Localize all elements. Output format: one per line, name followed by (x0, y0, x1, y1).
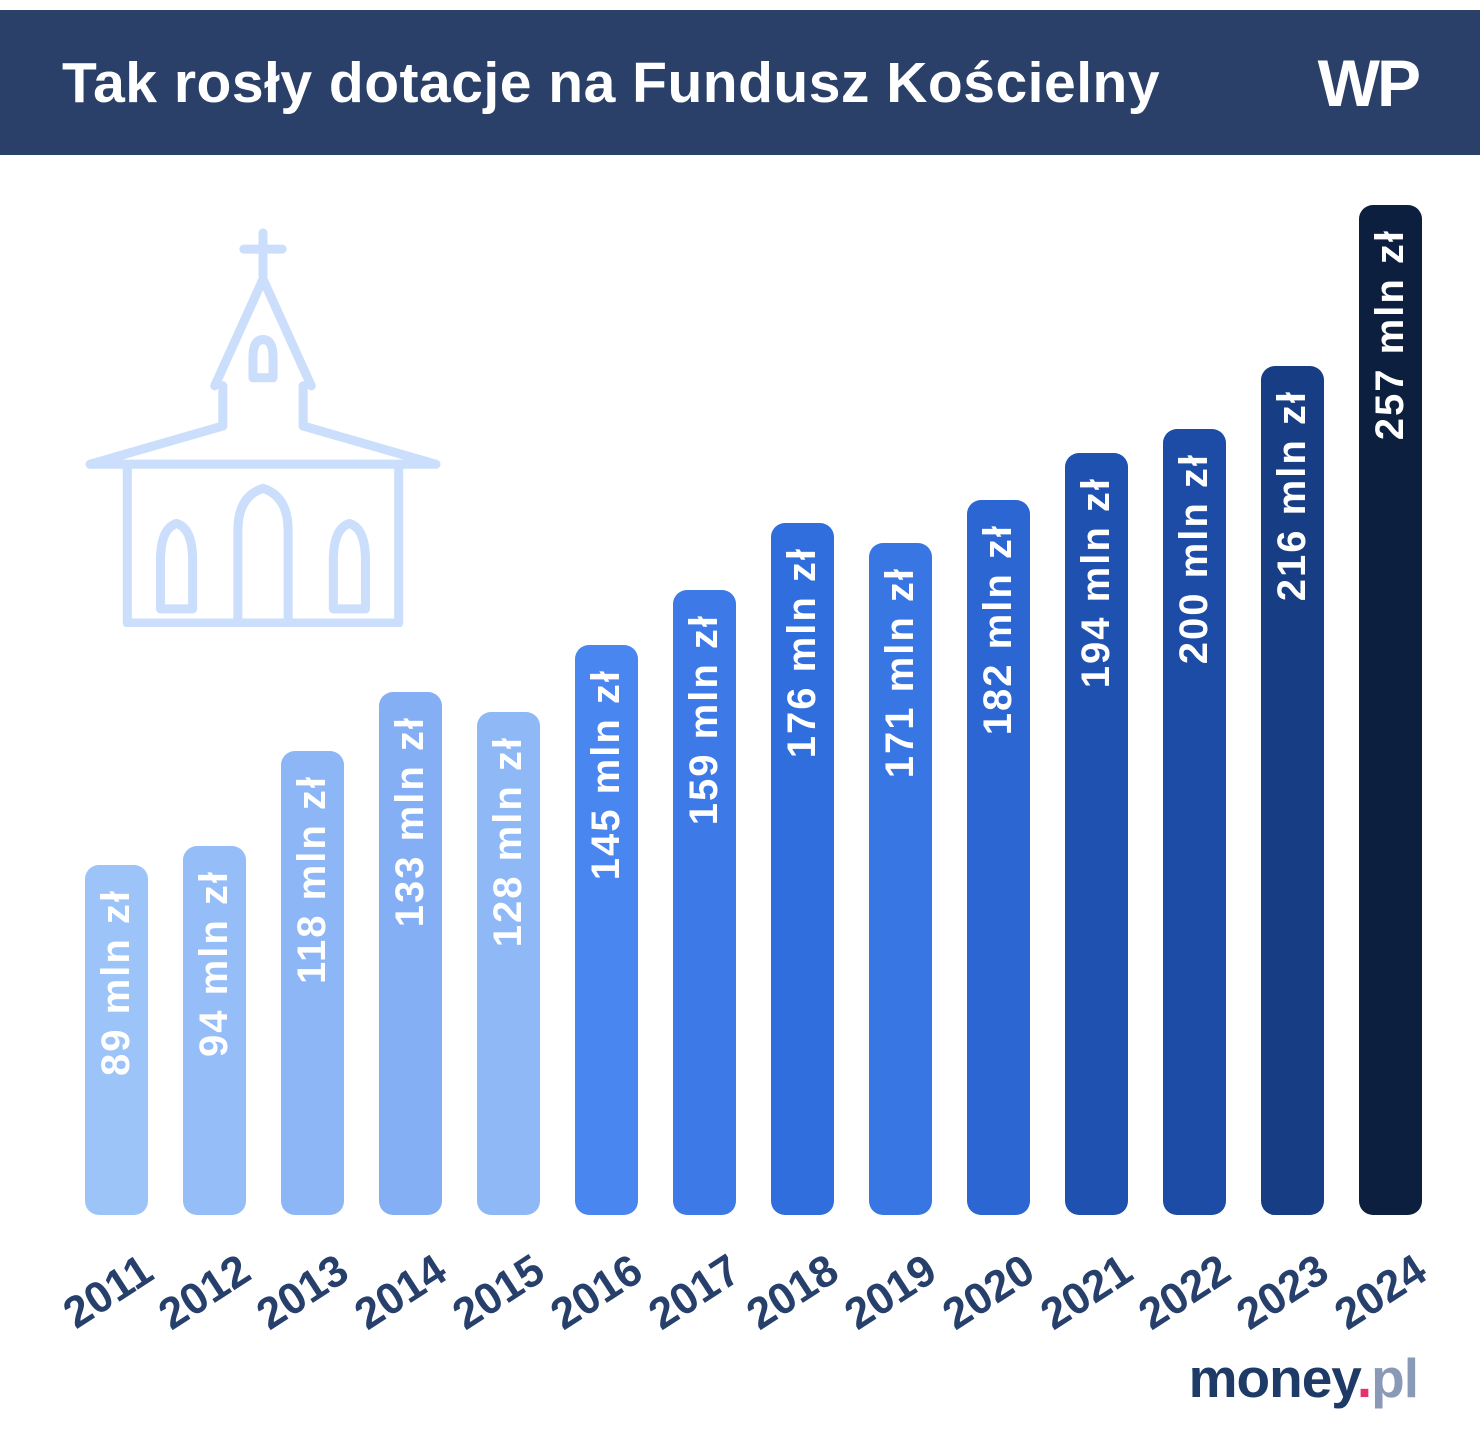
bar-2021: 194 mln zł (1065, 453, 1128, 1215)
bars-container: 89 mln zł 94 mln zł 118 mln zł 133 mln zł 12… (85, 205, 1422, 1215)
bar-value-label: 118 mln zł (290, 775, 334, 984)
bar-column: 133 mln zł (379, 692, 442, 1215)
bar-2018: 176 mln zł (771, 523, 834, 1215)
bar-column: 200 mln zł (1163, 429, 1226, 1215)
bar-value-label: 182 mln zł (976, 524, 1020, 736)
bar-2019: 171 mln zł (869, 543, 932, 1215)
bar-2012: 94 mln zł (183, 846, 246, 1215)
header: Tak rosły dotacje na Fundusz Kościelny W… (0, 10, 1480, 155)
x-axis-label: 2013 (248, 1245, 358, 1340)
x-tick: 2016 (542, 1225, 651, 1339)
bar-column: 176 mln zł (771, 523, 834, 1215)
x-tick: 2024 (1326, 1225, 1435, 1339)
bar-value-label: 94 mln zł (192, 870, 236, 1057)
x-axis-label: 2019 (836, 1245, 946, 1340)
bar-column: 118 mln zł (281, 751, 344, 1215)
bar-column: 159 mln zł (673, 590, 736, 1215)
church-icon (85, 228, 441, 627)
bar-value-label: 216 mln zł (1270, 390, 1314, 602)
bar-value-label: 159 mln zł (682, 614, 726, 826)
x-axis: 2011 2012 2013 2014 2015 2016 2017 2018 2019 2020… (54, 1225, 1435, 1339)
bar-2020: 182 mln zł (967, 500, 1030, 1215)
x-axis-label: 2024 (1326, 1245, 1436, 1340)
wp-logo: WP (1317, 45, 1421, 120)
x-tick: 2011 (54, 1225, 161, 1338)
bar-column: 128 mln zł (477, 712, 540, 1215)
x-axis-label: 2011 (54, 1245, 162, 1339)
x-axis-label: 2014 (346, 1245, 456, 1340)
bar-column: 194 mln zł (1065, 453, 1128, 1215)
bar-value-label: 145 mln zł (584, 669, 628, 881)
x-tick: 2023 (1228, 1225, 1337, 1339)
x-axis-label: 2012 (150, 1245, 260, 1340)
x-tick: 2012 (150, 1225, 259, 1339)
x-tick: 2020 (934, 1225, 1043, 1339)
bar-column: 182 mln zł (967, 500, 1030, 1215)
x-axis-label: 2022 (1130, 1245, 1240, 1340)
x-axis-label: 2018 (738, 1245, 848, 1340)
bar-column: 171 mln zł (869, 543, 932, 1215)
bar-2017: 159 mln zł (673, 590, 736, 1215)
x-tick: 2014 (346, 1225, 455, 1339)
bar-2014: 133 mln zł (379, 692, 442, 1215)
x-axis-label: 2017 (640, 1245, 750, 1340)
bar-value-label: 89 mln zł (94, 889, 138, 1076)
bar-2016: 145 mln zł (575, 645, 638, 1215)
moneypl-logo: money.pl (1188, 1346, 1419, 1410)
bar-column: 89 mln zł (85, 865, 148, 1215)
bar-column: 216 mln zł (1261, 366, 1324, 1215)
x-axis-label: 2021 (1032, 1245, 1142, 1340)
bar-2022: 200 mln zł (1163, 429, 1226, 1215)
bar-2013: 118 mln zł (281, 751, 344, 1215)
x-tick: 2018 (738, 1225, 847, 1339)
bar-value-label: 171 mln zł (878, 567, 922, 779)
bar-2015: 128 mln zł (477, 712, 540, 1215)
chart-title: Tak rosły dotacje na Fundusz Kościelny (62, 50, 1161, 115)
bar-value-label: 128 mln zł (486, 736, 530, 948)
x-tick: 2017 (640, 1225, 749, 1339)
x-tick: 2022 (1130, 1225, 1239, 1339)
bar-column: 94 mln zł (183, 846, 246, 1215)
bar-value-label: 200 mln zł (1172, 453, 1216, 665)
x-axis-label: 2020 (934, 1245, 1044, 1340)
bar-value-label: 257 mln zł (1368, 229, 1412, 441)
x-axis-label: 2023 (1228, 1245, 1338, 1340)
bar-2024: 257 mln zł (1359, 205, 1422, 1215)
x-axis-label: 2015 (444, 1245, 554, 1340)
bar-value-label: 176 mln zł (780, 547, 824, 759)
footer: money.pl (1188, 1346, 1419, 1410)
x-axis-label: 2016 (542, 1245, 652, 1340)
moneypl-logo-money: money (1188, 1347, 1358, 1409)
moneypl-logo-pl: pl (1371, 1347, 1419, 1409)
plot-area: 89 mln zł 94 mln zł 118 mln zł 133 mln zł 12… (54, 205, 1435, 1339)
x-tick: 2019 (836, 1225, 945, 1339)
bar-value-label: 133 mln zł (388, 716, 432, 928)
bar-column: 145 mln zł (575, 645, 638, 1215)
moneypl-logo-dot: . (1356, 1347, 1372, 1409)
bar-2011: 89 mln zł (85, 865, 148, 1215)
bar-2023: 216 mln zł (1261, 366, 1324, 1215)
bar-value-label: 194 mln zł (1074, 477, 1118, 689)
x-tick: 2015 (444, 1225, 553, 1339)
bar-column: 257 mln zł (1359, 205, 1422, 1215)
x-tick: 2021 (1032, 1225, 1141, 1339)
bar-chart: 89 mln zł 94 mln zł 118 mln zł 133 mln zł 12… (0, 155, 1480, 1339)
x-tick: 2013 (248, 1225, 357, 1339)
